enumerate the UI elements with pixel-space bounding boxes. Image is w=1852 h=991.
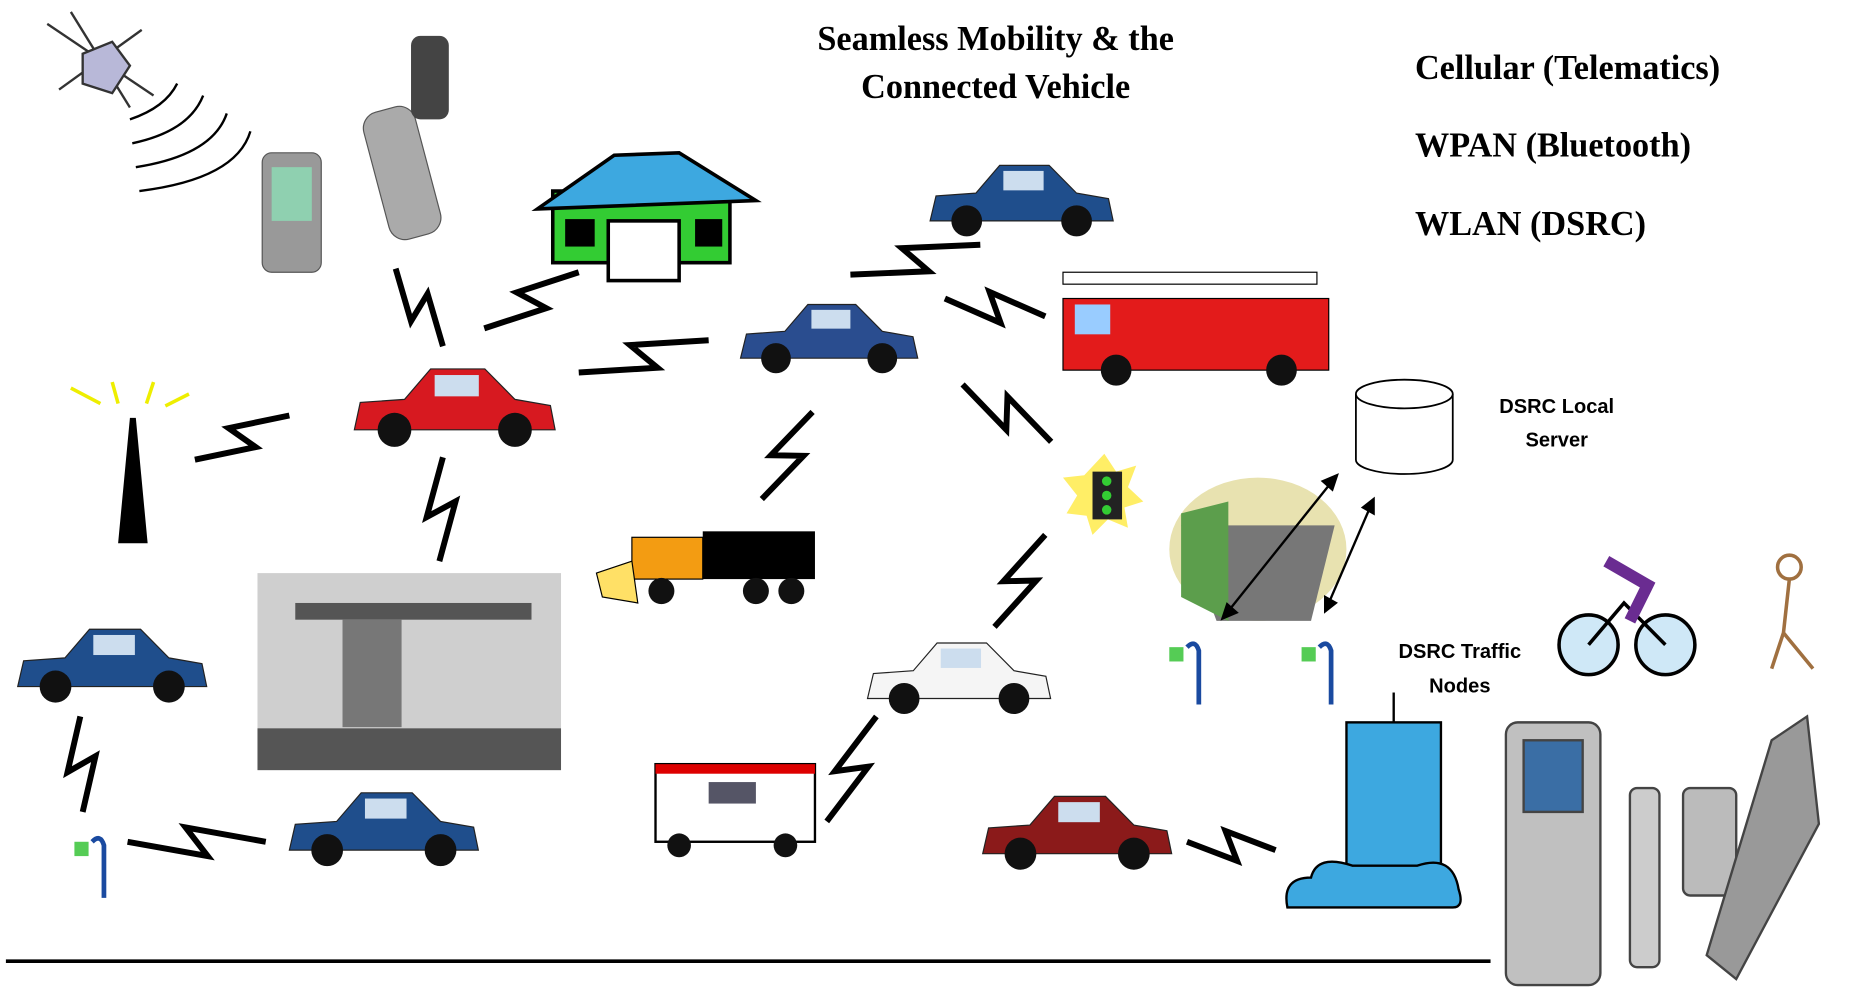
traffic-node (74, 838, 104, 898)
title-line: Seamless Mobility & the (817, 20, 1174, 58)
wheel (378, 413, 412, 447)
wireless-link (945, 292, 1045, 323)
wireless-link (195, 416, 289, 460)
vehicle (18, 629, 207, 702)
legend-item: WLAN (DSRC) (1415, 205, 1646, 243)
vehicle (289, 793, 478, 866)
nodes-label: DSRC Traffic (1399, 641, 1522, 663)
car-window (365, 799, 407, 819)
wireless-link (427, 457, 456, 561)
highway-image (1169, 478, 1346, 621)
vehicle (354, 369, 555, 447)
wireless-link (579, 340, 709, 372)
legend-item: Cellular (Telematics) (1415, 49, 1720, 87)
traffic-node (1169, 644, 1199, 705)
fire-truck (1063, 272, 1329, 385)
car-window (1003, 171, 1043, 190)
wireless-link (994, 535, 1045, 627)
flip-phone (360, 36, 449, 244)
traffic-node (1302, 644, 1332, 705)
nodes-label: Nodes (1429, 675, 1490, 697)
ambulance (656, 764, 815, 857)
wireless-link (827, 716, 877, 821)
vehicle (930, 165, 1113, 236)
wheel (999, 683, 1030, 714)
canvas: Seamless Mobility & the Connected Vehicl… (6, 12, 1819, 985)
wheel (889, 683, 920, 714)
car-window (811, 310, 850, 329)
wireless-link (762, 412, 813, 499)
wireless-link (484, 272, 578, 328)
legend-item: WPAN (Bluetooth) (1415, 126, 1691, 164)
wheel (867, 343, 897, 373)
diagram: Seamless Mobility & the Connected Vehicl… (0, 0, 1852, 991)
wireless-link (1187, 831, 1276, 861)
wheel (761, 343, 791, 373)
wireless-link (850, 245, 980, 275)
pda (262, 153, 321, 272)
wireless-link (128, 827, 266, 856)
vehicle (741, 304, 918, 373)
wheel (311, 834, 343, 866)
phones (1506, 716, 1819, 985)
server-label: Server (1525, 429, 1588, 451)
wheel (951, 205, 982, 236)
local-server (1356, 380, 1453, 474)
house (537, 153, 756, 281)
car-window (1058, 802, 1100, 822)
wheel (40, 671, 72, 703)
building (1286, 693, 1460, 908)
car-window (941, 649, 981, 668)
server-label: DSRC Local (1499, 396, 1614, 418)
toll-booth-photo (257, 573, 561, 770)
wireless-link (963, 384, 1052, 441)
vehicle (983, 796, 1172, 869)
cyclist (1559, 561, 1695, 674)
snowplow (596, 531, 815, 604)
car-window (93, 635, 135, 655)
title-line: Connected Vehicle (861, 68, 1130, 106)
car-window (435, 375, 479, 396)
wheel (425, 834, 457, 866)
wireless-link (396, 269, 443, 347)
wheel (1061, 205, 1092, 236)
satellite (47, 12, 250, 191)
wheel (1118, 838, 1150, 870)
vehicle (868, 643, 1051, 714)
wireless-link (68, 716, 96, 812)
wheel (498, 413, 532, 447)
wheel (1005, 838, 1037, 870)
tower (71, 382, 189, 543)
wheel (153, 671, 185, 703)
person (1772, 555, 1813, 668)
traffic-light (1063, 454, 1143, 535)
